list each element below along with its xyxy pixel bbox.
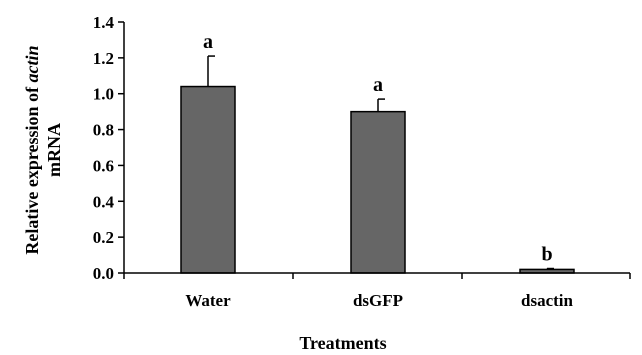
y-tick-label-0.4: 0.4 [93,192,115,211]
y-tick-label-1.4: 1.4 [93,13,115,32]
y-axis-title-line2: mRNA [44,123,64,177]
y-tick-label-0.0: 0.0 [93,264,114,283]
y-axis-title-line1: Relative expression of actin [22,45,42,254]
x-tick-label-dsGFP: dsGFP [353,291,403,310]
bar-dsGFP [351,112,405,273]
y-axis-title: Relative expression of actin [22,45,42,254]
bar-Water [181,87,235,273]
y-tick-label-1.0: 1.0 [93,85,114,104]
significance-label-Water: a [203,31,213,53]
significance-label-dsGFP: a [373,74,383,96]
y-axis-title-second: mRNA [44,123,64,177]
x-tick-label-Water: Water [185,291,231,310]
y-tick-label-0.2: 0.2 [93,228,114,247]
y-tick-label-0.8: 0.8 [93,121,114,140]
significance-label-dsactin: b [541,244,552,266]
plot-area: a Water a dsGFP b dsactin 0.0 0.2 0.4 0.6 0.8 1.0 1.… [93,13,630,310]
y-tick-label-0.6: 0.6 [93,156,114,175]
y-tick-label-1.2: 1.2 [93,49,114,68]
x-tick-label-dsactin: dsactin [521,291,574,310]
x-axis-title: Treatments [299,333,386,353]
